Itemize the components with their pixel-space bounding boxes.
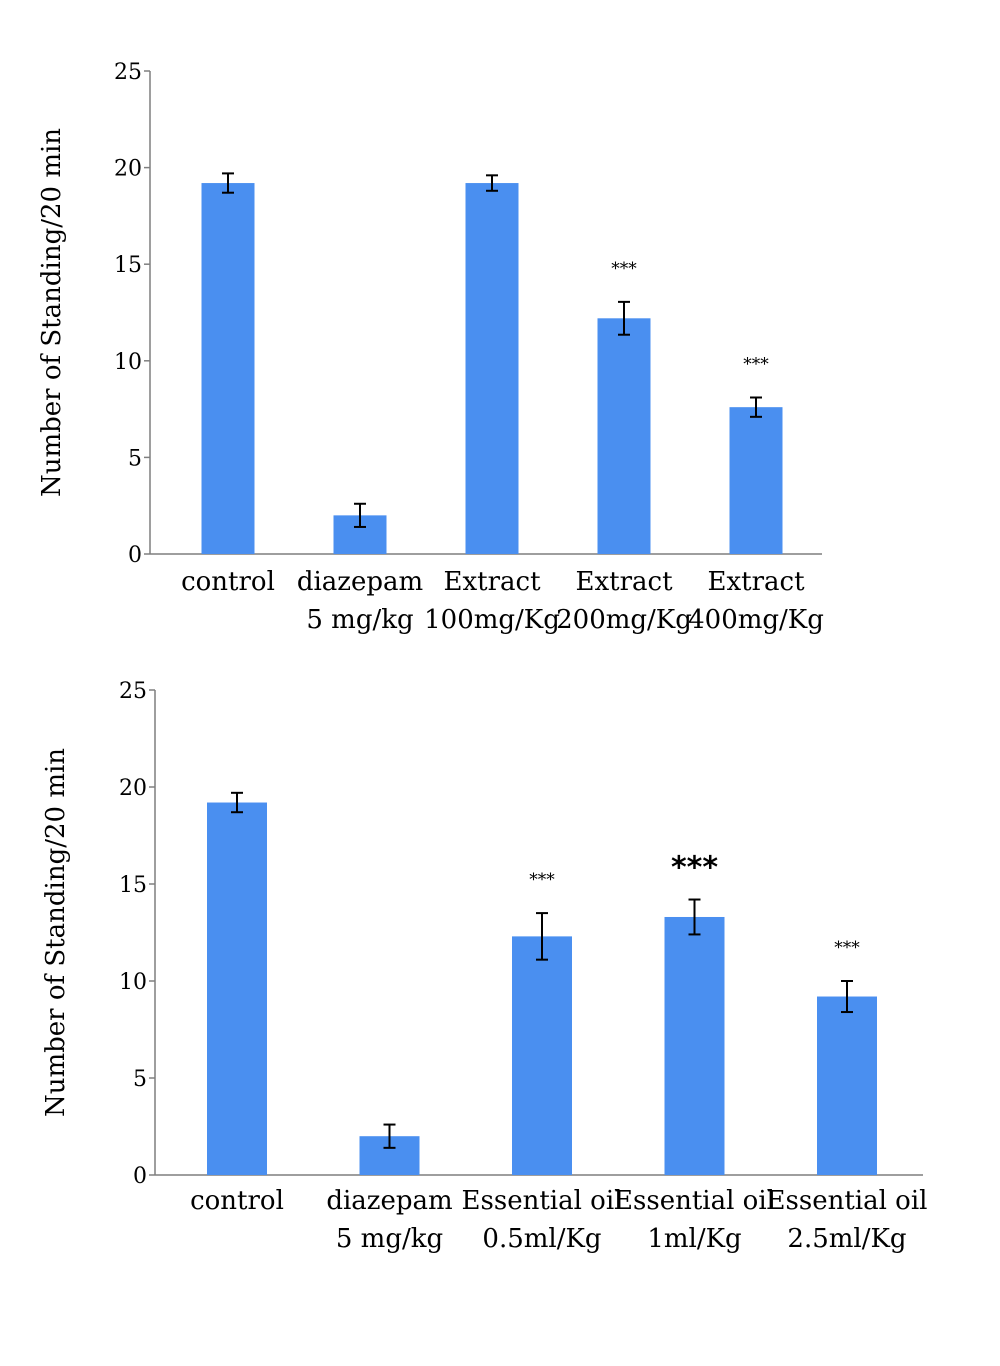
bar bbox=[597, 318, 651, 554]
bar bbox=[201, 183, 255, 554]
bar bbox=[207, 802, 267, 1175]
chart-1: 0 5 10 15 20 25 Number of Standing/20 min contr… bbox=[37, 60, 824, 635]
y-tick-label: 10 bbox=[119, 970, 147, 995]
x-category-label: 200mg/Kg bbox=[556, 605, 692, 635]
x-category-label: 400mg/Kg bbox=[688, 605, 824, 635]
x-category-label: control bbox=[190, 1186, 284, 1216]
x-category-label: Essential oil bbox=[462, 1186, 623, 1216]
x-category-label: Extract bbox=[575, 567, 673, 597]
significance-annotation: *** bbox=[611, 259, 637, 279]
bar bbox=[512, 936, 572, 1175]
x-category-label: 100mg/Kg bbox=[424, 605, 560, 635]
bar bbox=[729, 407, 783, 554]
chart-2: 0 5 10 15 20 25 Number of Standing/20 min contr… bbox=[41, 679, 927, 1254]
y-tick-label: 20 bbox=[114, 157, 142, 182]
bar bbox=[664, 916, 725, 1175]
x-category-label: Essential oil bbox=[614, 1186, 775, 1216]
y-tick-label: 10 bbox=[114, 350, 142, 375]
y-tick-label: 20 bbox=[119, 776, 147, 801]
y-tick-label: 15 bbox=[119, 873, 147, 898]
y-tick-label: 0 bbox=[128, 543, 142, 568]
significance-annotation: *** bbox=[834, 938, 860, 958]
y-tick-label: 0 bbox=[133, 1164, 147, 1189]
y-tick-label: 5 bbox=[128, 446, 142, 471]
x-category-label: Extract bbox=[707, 567, 805, 597]
y-tick-label: 25 bbox=[119, 679, 147, 704]
significance-annotation: *** bbox=[671, 851, 718, 886]
y-tick-label: 25 bbox=[114, 60, 142, 85]
y-axis-label: Number of Standing/20 min bbox=[37, 128, 67, 497]
x-category-label: Essential oil bbox=[767, 1186, 928, 1216]
bar bbox=[465, 183, 519, 554]
x-category-label: 1ml/Kg bbox=[647, 1224, 741, 1254]
significance-annotation: *** bbox=[743, 355, 769, 375]
bar bbox=[817, 996, 877, 1175]
y-axis-label: Number of Standing/20 min bbox=[41, 748, 71, 1117]
x-category-label: 0.5ml/Kg bbox=[482, 1224, 601, 1254]
x-category-label: 5 mg/kg bbox=[336, 1224, 443, 1254]
y-tick-label: 15 bbox=[114, 253, 142, 278]
x-category-label: control bbox=[181, 567, 275, 597]
x-category-label: Extract bbox=[443, 567, 541, 597]
x-category-label: diazepam bbox=[297, 567, 423, 597]
x-category-label: 5 mg/kg bbox=[306, 605, 413, 635]
y-tick-label: 5 bbox=[133, 1067, 147, 1092]
x-category-label: diazepam bbox=[326, 1186, 452, 1216]
x-category-label: 2.5ml/Kg bbox=[787, 1224, 906, 1254]
significance-annotation: *** bbox=[529, 870, 555, 890]
